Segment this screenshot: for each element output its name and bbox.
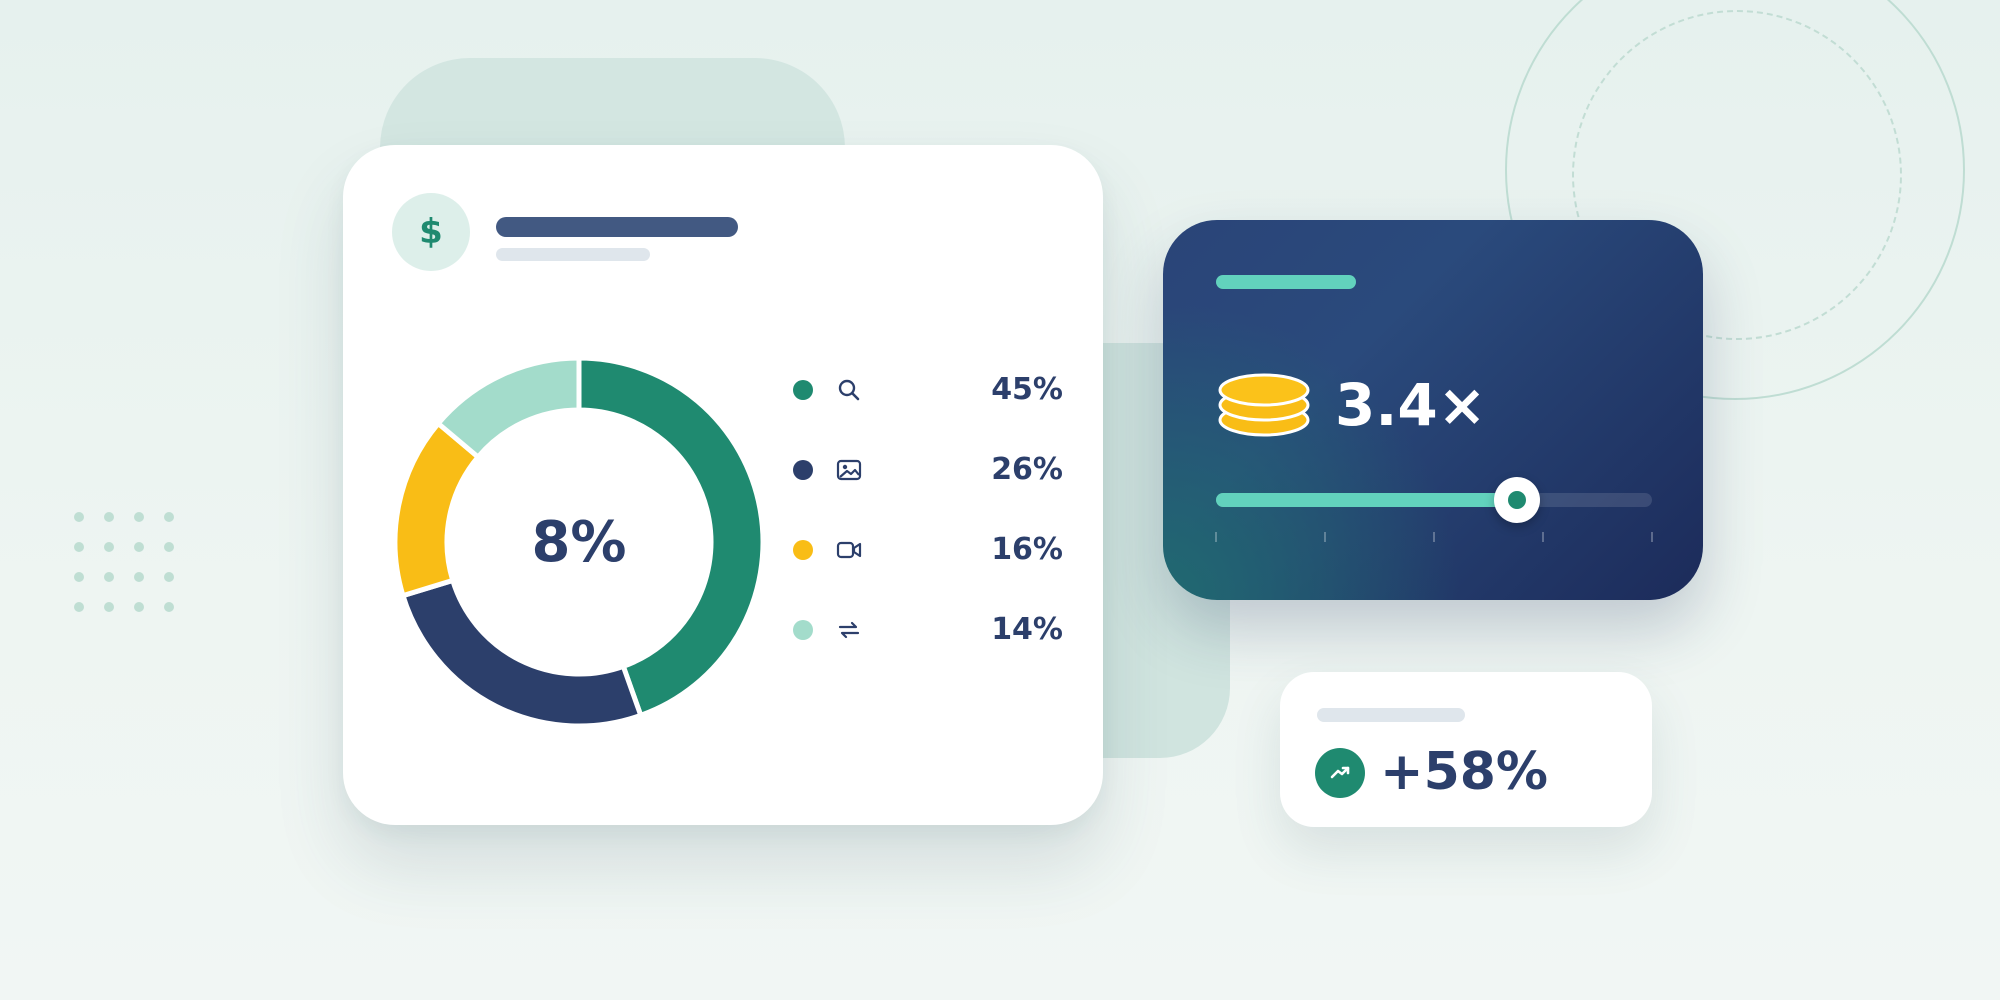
subtitle-placeholder-bar <box>496 248 650 261</box>
legend-item-image: 26% <box>793 450 1063 490</box>
repeat-icon <box>838 621 860 639</box>
donut-slice <box>434 355 582 461</box>
title-placeholder-bar <box>496 217 738 237</box>
slider-fill <box>1216 493 1517 507</box>
multiplier-slider[interactable] <box>1216 477 1652 523</box>
dollar-symbol: $ <box>419 212 443 252</box>
slider-tick <box>1433 532 1435 542</box>
growth-card: +58% <box>1280 672 1652 827</box>
legend-dot <box>793 460 813 480</box>
slider-tick <box>1542 532 1544 542</box>
legend-dot <box>793 540 813 560</box>
legend-value: 14% <box>991 612 1063 647</box>
donut-center-value: 8% <box>531 509 627 575</box>
multiplier-card: 3.4× <box>1163 220 1703 600</box>
slider-tick <box>1651 532 1653 542</box>
decorative-dot-grid <box>74 512 184 652</box>
trending-up-icon <box>1315 748 1365 798</box>
multiplier-value: 3.4× <box>1335 371 1487 439</box>
search-icon <box>838 379 860 401</box>
donut-chart <box>392 355 766 729</box>
coin-stack-icon <box>1218 373 1310 437</box>
legend-value: 16% <box>991 532 1063 567</box>
slider-thumb[interactable] <box>1493 477 1540 523</box>
breakdown-card: $ 8% 45% 26% 16% 14% <box>343 145 1103 825</box>
label-placeholder-bar <box>1317 708 1465 722</box>
legend-item-repeat: 14% <box>793 610 1063 650</box>
donut-slice <box>576 355 766 719</box>
legend-dot <box>793 380 813 400</box>
dollar-icon: $ <box>392 193 470 271</box>
video-icon <box>836 541 862 559</box>
legend-value: 26% <box>991 452 1063 487</box>
legend-dot <box>793 620 813 640</box>
image-icon <box>836 459 862 481</box>
slider-tick <box>1324 532 1326 542</box>
decorative-dashed-ring <box>1572 10 1902 340</box>
label-placeholder-bar <box>1216 275 1356 289</box>
legend-item-video: 16% <box>793 530 1063 570</box>
growth-value: +58% <box>1380 742 1549 802</box>
legend-value: 45% <box>991 372 1063 407</box>
legend-item-search: 45% <box>793 370 1063 410</box>
slider-tick <box>1215 532 1217 542</box>
